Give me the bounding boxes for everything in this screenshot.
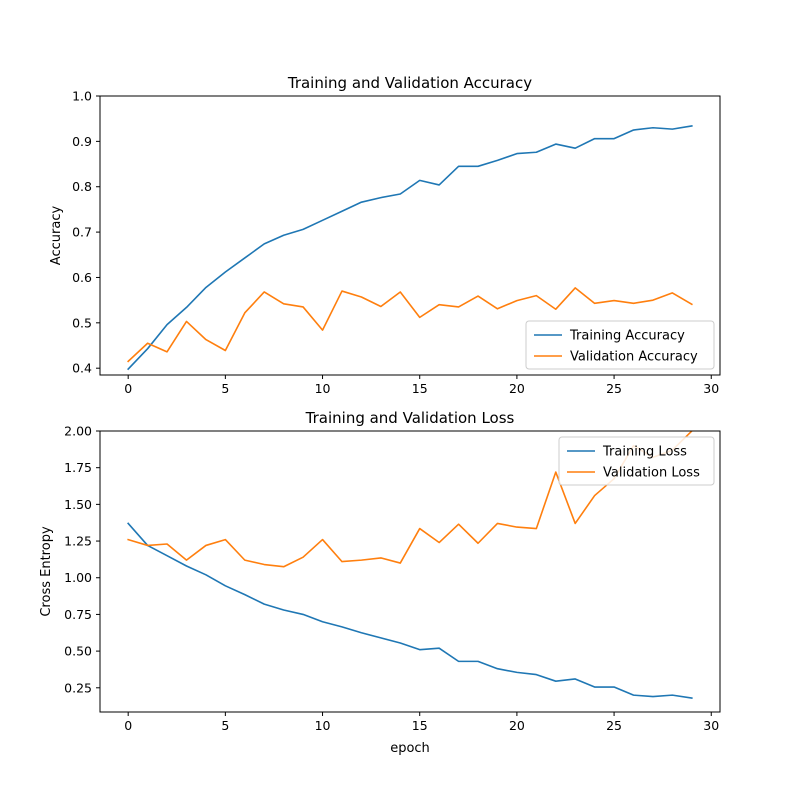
y-tick-label: 0.8	[72, 179, 92, 194]
series-line-training-accuracy	[127, 125, 693, 371]
x-tick-label: 5	[221, 381, 229, 396]
y-axis-label: Accuracy	[49, 206, 64, 266]
loss-chart: 0 5 10 15 20 25 30 0.25 0.50 0.75 1.00 1.25 1.50 1.75…	[39, 409, 721, 756]
x-tick-label: 10	[315, 718, 331, 733]
x-tick-label: 0	[124, 381, 132, 396]
legend: Training Accuracy Validation Accuracy	[525, 320, 715, 370]
axes-frame	[99, 95, 721, 376]
y-tick-label: 1.50	[64, 497, 92, 512]
legend-box	[558, 436, 715, 486]
y-tick-label: 0.6	[72, 270, 92, 285]
chart-title: Training and Validation Accuracy	[287, 74, 532, 92]
chart-title: Training and Validation Loss	[305, 409, 515, 427]
legend: Training Loss Validation Loss	[558, 436, 715, 486]
x-tick-label: 25	[606, 718, 622, 733]
x-tick-label: 15	[412, 381, 428, 396]
x-tick-label: 15	[412, 718, 428, 733]
accuracy-chart: 0 5 10 15 20 25 30 0.4 0.5 0.6 0.7 0.8 0.9 1.0 Trainin…	[49, 74, 721, 396]
legend-box	[525, 320, 715, 370]
axes-frame	[99, 430, 721, 713]
legend-label: Validation Loss	[603, 466, 700, 481]
x-axis-label: epoch	[390, 741, 430, 756]
x-tick-label: 20	[509, 381, 525, 396]
y-axis-label: Cross Entropy	[39, 526, 54, 617]
y-tick-label: 0.7	[72, 225, 92, 240]
x-tick-label: 10	[315, 381, 331, 396]
y-tick-label: 0.75	[64, 607, 92, 622]
x-tick-label: 20	[509, 718, 525, 733]
x-tick-label: 25	[606, 381, 622, 396]
y-tick-label: 1.00	[64, 570, 92, 585]
y-tick-label: 1.75	[64, 460, 92, 475]
y-tick-label: 1.0	[72, 89, 92, 104]
y-tick-label: 2.00	[64, 424, 92, 439]
x-tick-label: 30	[703, 381, 719, 396]
y-tick-label: 0.9	[72, 134, 92, 149]
series-line-validation-loss	[127, 431, 693, 568]
x-tick-label: 0	[124, 718, 132, 733]
y-tick-label: 1.25	[64, 534, 92, 549]
y-tick-label: 0.50	[64, 644, 92, 659]
y-tick-label: 0.5	[72, 315, 92, 330]
legend-label: Validation Accuracy	[570, 350, 698, 365]
legend-label: Training Accuracy	[569, 329, 685, 344]
y-tick-label: 0.4	[72, 361, 92, 376]
series-line-training-loss	[127, 522, 693, 699]
x-tick-label: 30	[703, 718, 719, 733]
x-tick-label: 5	[221, 718, 229, 733]
y-tick-label: 0.25	[64, 680, 92, 695]
series-line-validation-accuracy	[127, 287, 693, 363]
legend-label: Training Loss	[602, 445, 687, 460]
